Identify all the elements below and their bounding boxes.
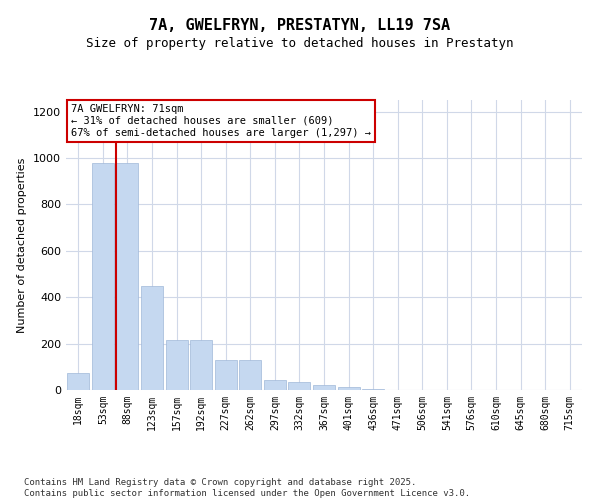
Bar: [116, 162, 139, 390]
Bar: [362, 389, 384, 390]
Text: 7A GWELFRYN: 71sqm
← 31% of detached houses are smaller (609)
67% of semi-detach: 7A GWELFRYN: 71sqm ← 31% of detached hou…: [71, 104, 371, 138]
Bar: [190, 340, 212, 390]
Bar: [166, 340, 188, 390]
Bar: [239, 360, 262, 390]
Bar: [264, 380, 286, 390]
Text: Contains HM Land Registry data © Crown copyright and database right 2025.
Contai: Contains HM Land Registry data © Crown c…: [24, 478, 470, 498]
Bar: [338, 386, 359, 390]
Bar: [289, 382, 310, 390]
Bar: [141, 286, 163, 390]
Bar: [67, 372, 89, 390]
Bar: [313, 386, 335, 390]
Text: 7A, GWELFRYN, PRESTATYN, LL19 7SA: 7A, GWELFRYN, PRESTATYN, LL19 7SA: [149, 18, 451, 32]
Text: Size of property relative to detached houses in Prestatyn: Size of property relative to detached ho…: [86, 37, 514, 50]
Y-axis label: Number of detached properties: Number of detached properties: [17, 158, 28, 332]
Bar: [215, 360, 237, 390]
Bar: [92, 162, 114, 390]
